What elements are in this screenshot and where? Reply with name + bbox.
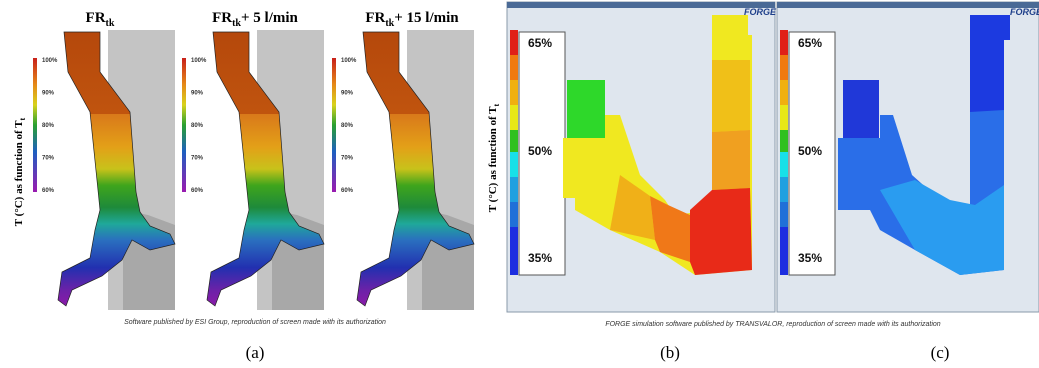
legend-label: 50% bbox=[798, 144, 822, 158]
legend-label: 80% bbox=[42, 123, 55, 129]
legend-label: 60% bbox=[341, 188, 354, 194]
image-title: FRtk+ 5 l/min bbox=[212, 10, 298, 29]
color-scale bbox=[510, 30, 518, 275]
y-axis-label: T (°C) as function of Tt bbox=[487, 103, 501, 212]
legend-label: 35% bbox=[528, 251, 552, 265]
legend-label: 80% bbox=[191, 123, 204, 129]
toolbar bbox=[507, 2, 775, 8]
legend-label: 90% bbox=[191, 91, 204, 97]
legend-label: 100% bbox=[191, 58, 207, 64]
legend-label: 50% bbox=[528, 144, 552, 158]
legend-label: 70% bbox=[341, 156, 354, 162]
simulation-image bbox=[177, 30, 324, 310]
panel-label: (c) bbox=[931, 343, 950, 362]
logo: FORGE bbox=[744, 7, 777, 17]
legend-label: 65% bbox=[798, 36, 822, 50]
color-scale bbox=[780, 30, 788, 275]
simulation-image bbox=[28, 30, 175, 310]
panel-label: (b) bbox=[660, 343, 680, 362]
image-title: FRtk+ 15 l/min bbox=[365, 10, 459, 29]
legend-label: 35% bbox=[798, 251, 822, 265]
credit: FORGE simulation software published by T… bbox=[605, 321, 940, 328]
legend-label: 60% bbox=[191, 188, 204, 194]
legend-label: 90% bbox=[341, 91, 354, 97]
legend-label: 90% bbox=[42, 91, 55, 97]
legend-label: 100% bbox=[341, 58, 357, 64]
credit: Software published by ESI Group, reprodu… bbox=[124, 319, 386, 326]
simulation-image bbox=[327, 30, 474, 310]
legend-label: 70% bbox=[191, 156, 204, 162]
figure: T (°C) as function of Tt FRtk FRtk+ 5 l/… bbox=[0, 0, 1039, 368]
legend-label: 65% bbox=[528, 36, 552, 50]
toolbar bbox=[777, 2, 1039, 8]
legend-label: 100% bbox=[42, 58, 58, 64]
legend-label: 60% bbox=[42, 188, 55, 194]
y-axis-label: T (°C) as function of Tt bbox=[13, 117, 27, 226]
legend-label: 80% bbox=[341, 123, 354, 129]
legend-label: 70% bbox=[42, 156, 55, 162]
panel-label: (a) bbox=[246, 343, 265, 362]
logo: FORGE bbox=[1010, 7, 1039, 17]
image-title: FRtk bbox=[86, 10, 115, 29]
